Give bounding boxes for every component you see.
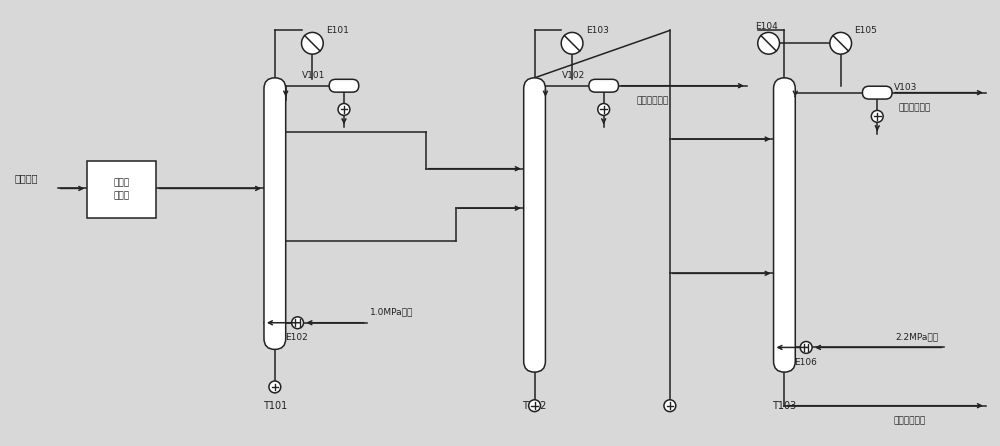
Text: T101: T101: [263, 401, 287, 411]
Text: 重汽油去加氢: 重汽油去加氢: [894, 416, 926, 425]
FancyBboxPatch shape: [774, 78, 795, 372]
Circle shape: [302, 33, 323, 54]
Circle shape: [871, 111, 883, 122]
Circle shape: [561, 33, 583, 54]
Text: 1.0MPa蒸汽: 1.0MPa蒸汽: [370, 307, 413, 316]
Text: E101: E101: [326, 26, 349, 35]
FancyBboxPatch shape: [862, 86, 892, 99]
Circle shape: [598, 103, 610, 116]
Text: E105: E105: [855, 26, 877, 35]
Circle shape: [292, 317, 303, 329]
Text: 轻汽油去醚化: 轻汽油去醚化: [637, 96, 669, 105]
FancyBboxPatch shape: [329, 79, 359, 92]
Text: 中汽油去加氢: 中汽油去加氢: [899, 103, 931, 112]
FancyBboxPatch shape: [524, 78, 545, 372]
FancyBboxPatch shape: [264, 78, 286, 349]
Circle shape: [830, 33, 852, 54]
Text: T102: T102: [522, 401, 547, 411]
FancyBboxPatch shape: [87, 161, 156, 218]
Circle shape: [338, 103, 350, 116]
Text: E102: E102: [285, 333, 308, 342]
FancyBboxPatch shape: [589, 79, 619, 92]
Text: V102: V102: [562, 71, 585, 80]
Text: 全馏分
预加氢: 全馏分 预加氢: [114, 179, 130, 200]
Text: 2.2MPa蒸汽: 2.2MPa蒸汽: [895, 332, 938, 341]
Circle shape: [529, 400, 540, 412]
Circle shape: [758, 33, 779, 54]
Text: E103: E103: [586, 26, 609, 35]
Text: T103: T103: [772, 401, 797, 411]
Text: 催化汽油: 催化汽油: [14, 173, 38, 184]
Text: V103: V103: [894, 83, 917, 92]
Text: E106: E106: [794, 358, 817, 367]
Text: V101: V101: [302, 71, 325, 80]
Circle shape: [664, 400, 676, 412]
Text: E104: E104: [755, 22, 778, 31]
Circle shape: [269, 381, 281, 393]
Circle shape: [800, 342, 812, 353]
